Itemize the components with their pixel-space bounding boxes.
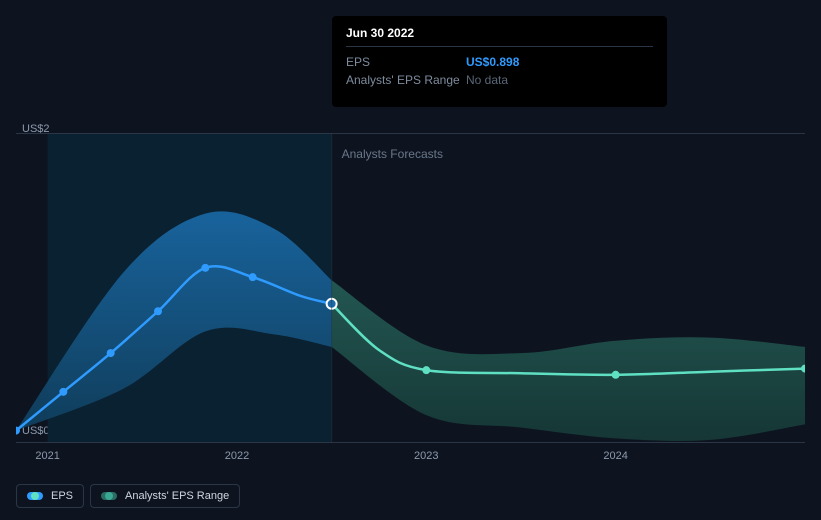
legend-label: EPS bbox=[51, 490, 73, 502]
chart-legend: EPS Analysts' EPS Range bbox=[16, 484, 240, 508]
chart-plot-area[interactable] bbox=[16, 133, 805, 443]
tooltip-row-range: Analysts' EPS Range No data bbox=[346, 71, 653, 89]
legend-item-range[interactable]: Analysts' EPS Range bbox=[90, 484, 240, 508]
legend-item-eps[interactable]: EPS bbox=[16, 484, 84, 508]
legend-label: Analysts' EPS Range bbox=[125, 490, 229, 502]
tooltip-date: Jun 30 2022 bbox=[346, 26, 653, 47]
tooltip-row-eps: EPS US$0.898 bbox=[346, 53, 653, 71]
x-axis-label: 2024 bbox=[603, 450, 627, 462]
eps-chart: Jun 30 2022 EPS US$0.898 Analysts' EPS R… bbox=[0, 0, 821, 520]
tooltip-key: EPS bbox=[346, 53, 466, 71]
tooltip-key: Analysts' EPS Range bbox=[346, 71, 466, 89]
legend-swatch-icon bbox=[101, 492, 117, 500]
x-axis-label: 2021 bbox=[35, 450, 59, 462]
chart-tooltip: Jun 30 2022 EPS US$0.898 Analysts' EPS R… bbox=[332, 16, 667, 107]
legend-swatch-icon bbox=[27, 492, 43, 500]
x-axis-label: 2022 bbox=[225, 450, 249, 462]
x-axis-label: 2023 bbox=[414, 450, 438, 462]
tooltip-val: No data bbox=[466, 71, 508, 89]
tooltip-val: US$0.898 bbox=[466, 53, 519, 71]
